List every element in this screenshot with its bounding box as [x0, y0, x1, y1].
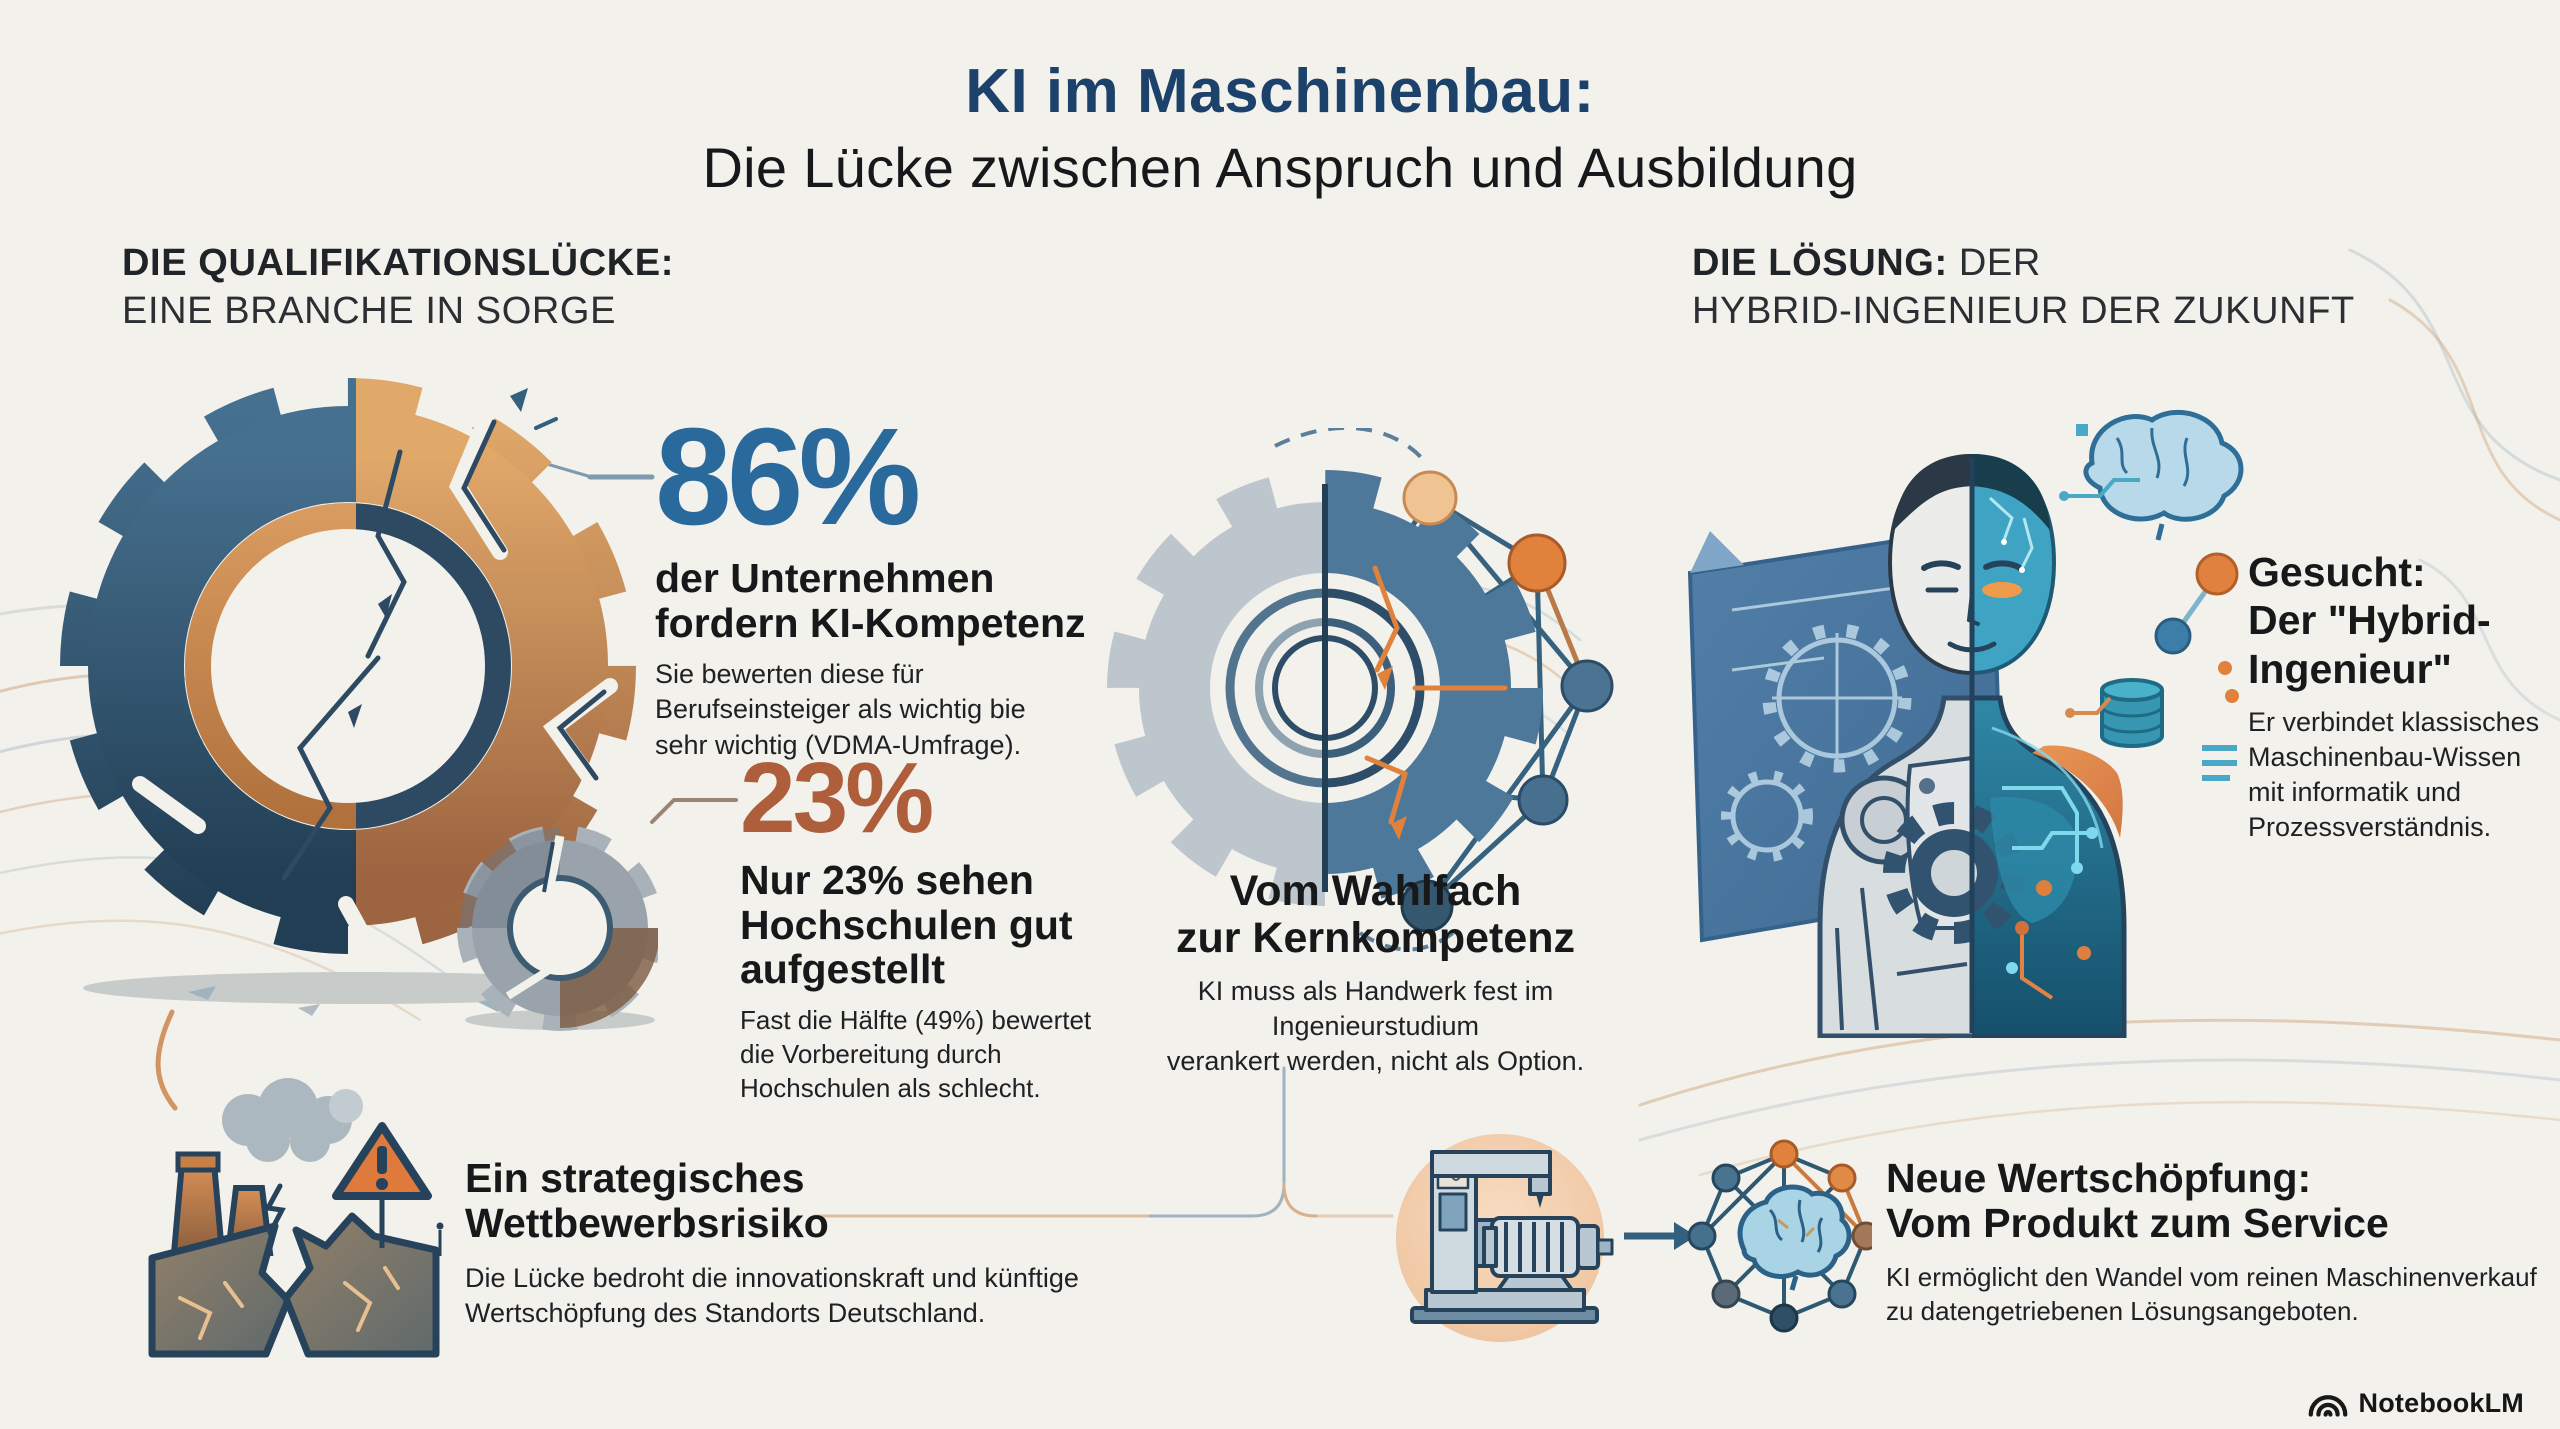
brain-icon	[2083, 409, 2244, 541]
notebooklm-arcs-icon	[2308, 1395, 2347, 1417]
network-node-steel	[1560, 659, 1614, 713]
stat-86-value: 86%	[655, 400, 921, 554]
molecule-icon	[2154, 552, 2239, 655]
stat-86-block: 86% der Unternehmen fordern KI-Kompetenz…	[655, 408, 1086, 763]
machine-to-neural-network-illustration	[1396, 1134, 1872, 1342]
half-human-half-robot-illustration	[1687, 409, 2244, 1038]
network-node-steel2	[1517, 774, 1569, 826]
risk-block: Ein strategisches Wettbewerbsrisiko Die …	[465, 1156, 1079, 1332]
database-icon	[2100, 678, 2164, 748]
arrow-right-icon	[1624, 1222, 1696, 1250]
wanted-description: Er verbindet klassisches Maschinenbau-Wi…	[2248, 707, 2540, 843]
network-node-navy	[1400, 879, 1454, 933]
stat-23-title: Nur 23% sehen Hochschulen gut aufgestell…	[740, 857, 1073, 993]
value-block: Neue Wertschöpfung: Vom Produkt zum Serv…	[1886, 1156, 2537, 1329]
broken-gear-illustration	[48, 356, 658, 1031]
network-node-orange	[1507, 533, 1567, 593]
page-title: KI im Maschinenbau:	[965, 57, 1595, 126]
ai-network-brain-icon	[1687, 1139, 1872, 1333]
right-section-heading: DIE LÖSUNG: DER HYBRID-INGENIEUR DER ZUK…	[1692, 240, 2355, 336]
left-section-heading: DIE QUALIFIKATIONSLÜCKE: EINE BRANCHE IN…	[122, 240, 674, 336]
right-heading-line1: DIE LÖSUNG: DER	[1692, 242, 2041, 284]
left-heading-line1: DIE QUALIFIKATIONSLÜCKE:	[122, 242, 675, 284]
small-broken-gear	[457, 825, 658, 1031]
center-title: Vom Wahlfach zur Kernkompetenz	[1175, 867, 1575, 962]
circuit-dots	[2059, 424, 2239, 781]
smoke-clouds	[222, 1078, 363, 1162]
risk-title: Ein strategisches Wettbewerbsrisiko	[465, 1155, 829, 1246]
value-title: Neue Wertschöpfung: Vom Produkt zum Serv…	[1886, 1155, 2389, 1246]
stat-23-description: Fast die Hälfte (49%) bewertet die Vorbe…	[740, 1005, 1092, 1103]
footer-brand: NotebookLM	[2306, 1387, 2524, 1419]
network-node-peach	[1402, 470, 1458, 526]
stat-23-value: 23%	[740, 742, 934, 854]
header: KI im Maschinenbau: Die Lücke zwischen A…	[0, 56, 2560, 200]
center-description: KI muss als Handwerk fest im Ingenieurst…	[1166, 975, 1585, 1076]
figure-head	[1887, 453, 2057, 1033]
warning-triangle-icon	[332, 1122, 432, 1248]
right-heading-line2: HYBRID-INGENIEUR DER ZUKUNFT	[1692, 289, 2355, 332]
center-block: Vom Wahlfach zur Kernkompetenz KI muss a…	[1118, 868, 1633, 1079]
stat-86-description: Sie bewerten diese für Berufseinsteiger …	[655, 659, 1026, 760]
page-subtitle: Die Lücke zwischen Anspruch und Ausbildu…	[702, 136, 1858, 199]
milling-machine-icon	[1410, 1150, 1614, 1324]
gear-neural-network-illustration	[1075, 428, 1614, 952]
wanted-block: Gesucht: Der "Hybrid- Ingenieur" Er verb…	[2248, 548, 2539, 846]
cracked-factory-warning-illustration	[148, 1078, 444, 1358]
stat-86-title: der Unternehmen fordern KI-Kompetenz	[655, 555, 1086, 646]
left-heading-line2: EINE BRANCHE IN SORGE	[122, 289, 617, 332]
risk-description: Die Lücke bedroht die innovationskraft u…	[465, 1263, 1079, 1329]
stat-23-block: 23% Nur 23% sehen Hochschulen gut aufges…	[740, 748, 1091, 1105]
value-description: KI ermöglicht den Wandel vom reinen Masc…	[1886, 1262, 2537, 1327]
figure-torso	[1817, 695, 2127, 1038]
footer-brand-label: NotebookLM	[2358, 1387, 2524, 1418]
wanted-title: Gesucht: Der "Hybrid- Ingenieur"	[2248, 549, 2491, 692]
